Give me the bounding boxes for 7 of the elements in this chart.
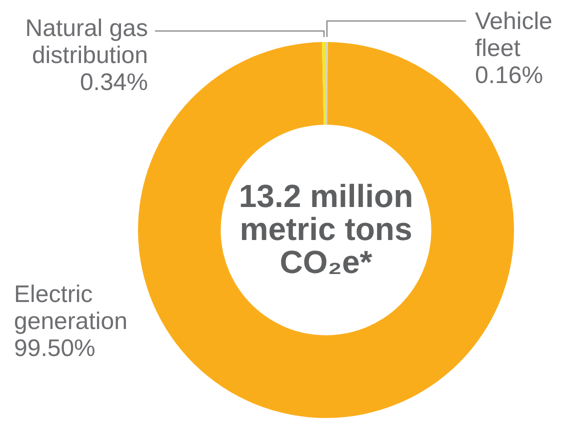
data-label: 99.50%	[14, 335, 96, 362]
slice-label: Vehicle fleet	[475, 8, 554, 62]
slice-label: Electric generation	[14, 281, 128, 335]
slice-label: Natural gas distribution	[24, 15, 148, 69]
data-label: 0.34%	[78, 69, 148, 96]
data-label: 0.16%	[475, 62, 544, 89]
text: 13.2 million metric tons CO₂e*	[238, 178, 414, 280]
